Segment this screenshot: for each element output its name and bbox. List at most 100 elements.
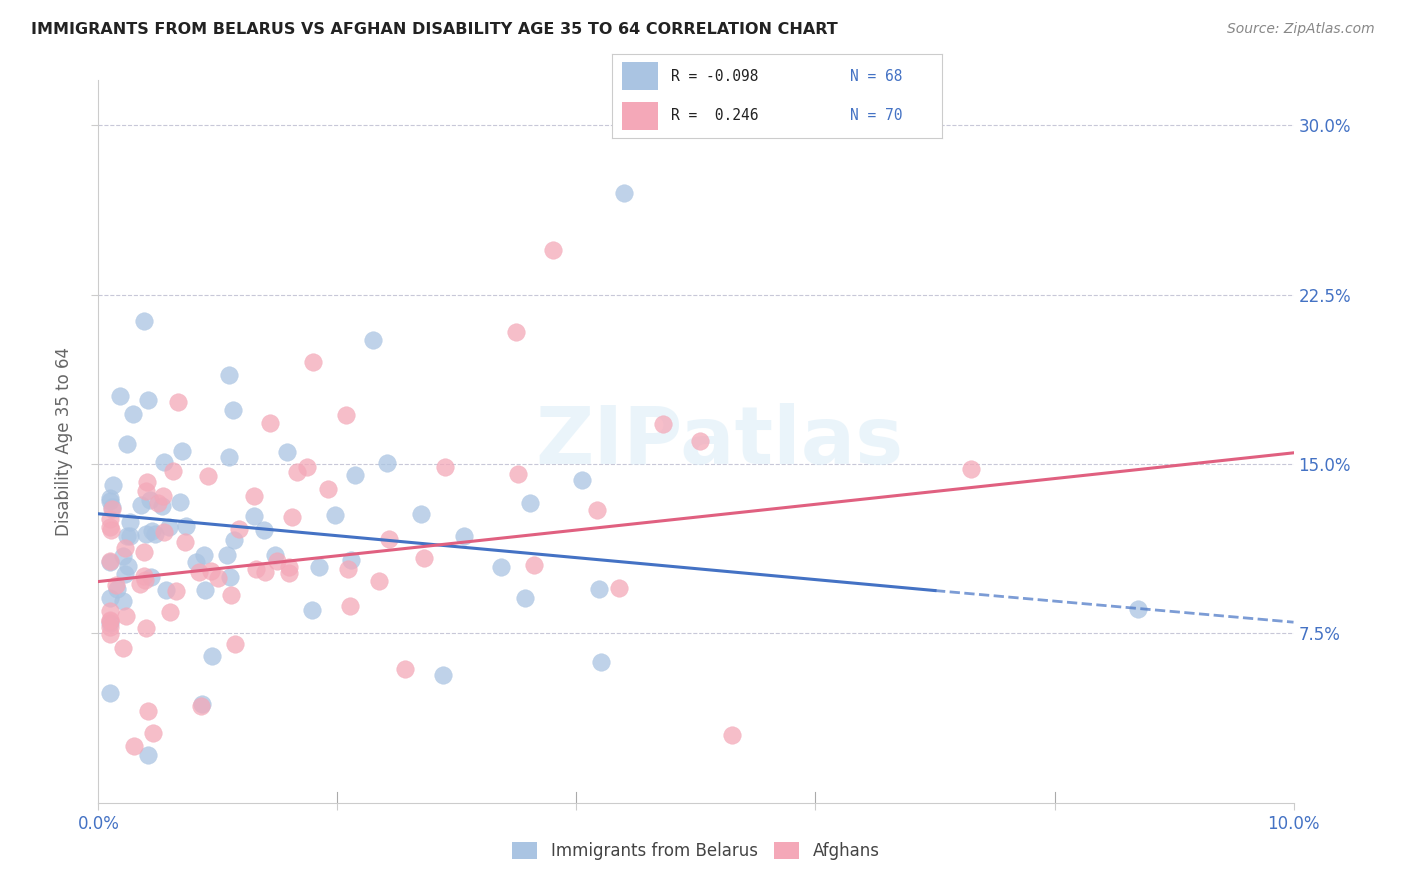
Point <box>100 502 122 516</box>
Point <box>121 408 143 422</box>
Point <box>146 496 169 510</box>
Point <box>139 493 162 508</box>
Point <box>98 591 122 605</box>
Point <box>523 558 546 572</box>
Point <box>411 507 433 521</box>
Point <box>98 493 122 508</box>
Point <box>132 545 155 559</box>
Point <box>132 313 155 327</box>
Bar <box>621 102 658 130</box>
Point <box>159 605 181 619</box>
Point <box>217 548 239 562</box>
Point <box>111 594 134 608</box>
Point <box>101 478 124 492</box>
Point <box>301 355 323 369</box>
Point <box>162 465 184 479</box>
Point <box>340 553 363 567</box>
Point <box>197 468 219 483</box>
Point <box>589 655 612 669</box>
Point <box>221 403 243 417</box>
Point <box>132 569 155 583</box>
Point <box>105 582 128 597</box>
Point <box>191 698 214 712</box>
Point <box>301 603 323 617</box>
Point <box>98 511 122 525</box>
Point <box>219 570 242 584</box>
Point <box>98 616 122 631</box>
Point <box>193 548 215 562</box>
Point <box>174 535 197 549</box>
Point <box>363 333 385 347</box>
Point <box>98 620 122 634</box>
Point <box>98 626 122 640</box>
Point <box>98 554 122 568</box>
Point <box>174 519 197 533</box>
Point <box>378 532 401 546</box>
Point <box>143 527 166 541</box>
Point <box>111 549 134 563</box>
Point <box>118 529 141 543</box>
Point <box>153 524 176 539</box>
Point <box>166 584 188 599</box>
Point <box>375 456 398 470</box>
Point <box>117 558 139 573</box>
Point <box>194 582 217 597</box>
Point <box>201 648 224 663</box>
Point <box>394 662 416 676</box>
Point <box>339 599 361 614</box>
Point <box>218 450 240 464</box>
Point <box>136 392 159 407</box>
Point <box>134 573 156 587</box>
Point <box>433 459 456 474</box>
Point <box>114 566 136 581</box>
Point <box>207 571 229 585</box>
Point <box>188 566 211 580</box>
Y-axis label: Disability Age 35 to 64: Disability Age 35 to 64 <box>55 347 73 536</box>
Text: R = -0.098: R = -0.098 <box>671 69 759 84</box>
Point <box>412 550 434 565</box>
Point <box>588 582 610 596</box>
Point <box>115 609 138 624</box>
Point <box>120 515 142 529</box>
Point <box>186 555 208 569</box>
Point <box>585 502 607 516</box>
Point <box>519 496 541 510</box>
Point <box>98 519 122 533</box>
Point <box>689 434 711 448</box>
Point <box>308 560 330 574</box>
Point <box>104 577 127 591</box>
Point <box>155 583 177 598</box>
Point <box>150 500 173 514</box>
Point <box>609 581 631 595</box>
Point <box>243 508 266 523</box>
Point <box>98 491 122 506</box>
Point <box>115 529 138 543</box>
Point <box>453 529 475 543</box>
Point <box>112 640 135 655</box>
Point <box>108 389 131 403</box>
Point <box>316 482 339 496</box>
Point <box>135 621 157 635</box>
Point <box>367 574 389 588</box>
Point <box>135 484 157 499</box>
Text: Source: ZipAtlas.com: Source: ZipAtlas.com <box>1227 22 1375 37</box>
Point <box>167 395 190 409</box>
Point <box>152 489 174 503</box>
Point <box>281 510 304 524</box>
Point <box>117 437 139 451</box>
Point <box>325 508 347 522</box>
Point <box>98 555 122 569</box>
Point <box>245 562 267 576</box>
Point <box>541 243 564 257</box>
Point <box>157 520 180 534</box>
Point <box>489 560 512 574</box>
Point <box>506 467 529 481</box>
Bar <box>621 62 658 90</box>
Text: ZIPatlas: ZIPatlas <box>536 402 904 481</box>
Point <box>652 417 675 432</box>
Point <box>153 455 176 469</box>
Point <box>169 495 191 509</box>
Point <box>100 523 122 537</box>
Point <box>131 499 153 513</box>
Point <box>98 613 122 627</box>
